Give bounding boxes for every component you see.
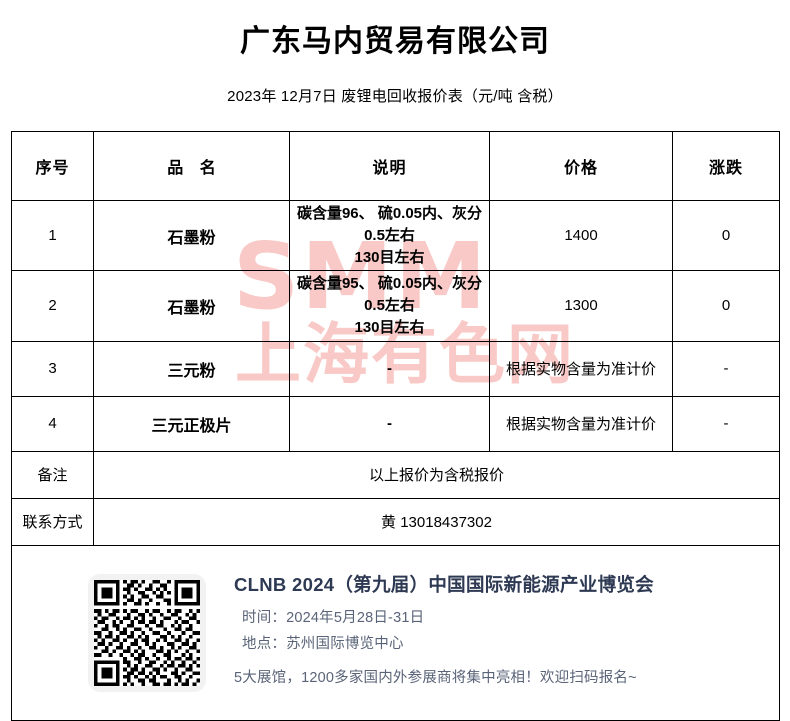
cell-change: -: [672, 340, 780, 397]
cell-index: 1: [11, 199, 94, 272]
column-header-change: 涨跌: [672, 131, 780, 201]
column-header-description: 说明: [289, 131, 490, 201]
page-subtitle: 2023年 12月7日 废锂电回收报价表（元/吨 含税）: [227, 87, 563, 105]
remark-row: 备注 以上报价为含税报价: [11, 450, 780, 499]
cell-change: 0: [672, 270, 780, 342]
cell-change: 0: [672, 199, 780, 272]
table-row: 2 石墨粉 碳含量95、 硫0.05内、灰分0.5左右 130目左右 1300 …: [11, 270, 780, 342]
cell-description: 碳含量96、 硫0.05内、灰分0.5左右 130目左右: [289, 199, 490, 272]
advertisement-cell: CLNB 2024（第九届）中国国际新能源产业博览会 时间：2024年5月28日…: [11, 544, 780, 721]
description-line-1: 碳含量96、 硫0.05内、灰分0.5左右: [296, 205, 483, 244]
description-line-2: 130目左右: [354, 248, 425, 266]
cell-product-name: 三元粉: [93, 340, 290, 397]
cell-product-name: 石墨粉: [93, 270, 290, 342]
table-header: 序号 品 名 说明 价格 涨跌: [11, 131, 780, 201]
advertisement-time: 时间：2024年5月28日-31日: [242, 610, 425, 627]
advertisement-promo: 5大展馆，1200多家国内外参展商将集中亮相！欢迎扫码报名~: [234, 670, 637, 687]
cell-index: 3: [11, 340, 94, 397]
advertisement-place: 地点：苏州国际博览中心: [242, 635, 404, 652]
description-line-2: 130目左右: [354, 318, 425, 336]
quotation-document: 广东马内贸易有限公司 2023年 12月7日 废锂电回收报价表（元/吨 含税） …: [11, 25, 780, 721]
contact-value: 黄 13018437302: [93, 497, 780, 546]
cell-price: 根据实物含量为准计价: [489, 395, 673, 452]
table-row: 1 石墨粉 碳含量96、 硫0.05内、灰分0.5左右 130目左右 1400 …: [11, 199, 780, 272]
advertisement-title: CLNB 2024（第九届）中国国际新能源产业博览会: [234, 574, 654, 596]
cell-change: -: [672, 395, 780, 452]
cell-product-name: 石墨粉: [93, 199, 290, 272]
price-quote-table: 序号 品 名 说明 价格 涨跌 1 石墨粉 碳含量96、 硫0.05内、灰分0.…: [11, 131, 780, 721]
column-header-name: 品 名: [93, 131, 290, 201]
table-row: 3 三元粉 - 根据实物含量为准计价 -: [11, 340, 780, 397]
column-header-price: 价格: [489, 131, 673, 201]
qr-code-icon[interactable]: [88, 573, 206, 692]
qr-code-image: [94, 579, 200, 686]
column-header-index: 序号: [11, 131, 94, 201]
advertisement-text-block: CLNB 2024（第九届）中国国际新能源产业博览会 时间：2024年5月28日…: [232, 573, 775, 691]
cell-price: 根据实物含量为准计价: [489, 340, 673, 397]
cell-index: 4: [11, 395, 94, 452]
description-line-1: 碳含量95、 硫0.05内、灰分0.5左右: [296, 275, 483, 314]
cell-description: -: [289, 340, 490, 397]
cell-price: 1300: [489, 270, 673, 342]
cell-product-name: 三元正极片: [93, 395, 290, 452]
cell-index: 2: [11, 270, 94, 342]
remark-label: 备注: [11, 450, 94, 499]
advertisement-banner: CLNB 2024（第九届）中国国际新能源产业博览会 时间：2024年5月28日…: [16, 548, 775, 718]
contact-label: 联系方式: [11, 497, 94, 546]
cell-description: -: [289, 395, 490, 452]
quote-table-wrapper: SMM 上海有色网 序号 品 名 说明 价格 涨跌 1 石墨粉: [11, 131, 780, 721]
table-row: 4 三元正极片 - 根据实物含量为准计价 -: [11, 395, 780, 452]
cell-description: 碳含量95、 硫0.05内、灰分0.5左右 130目左右: [289, 270, 490, 342]
table-header-row: 序号 品 名 说明 价格 涨跌: [11, 131, 780, 201]
remark-value: 以上报价为含税报价: [93, 450, 780, 499]
contact-row: 联系方式 黄 13018437302: [11, 497, 780, 546]
cell-price: 1400: [489, 199, 673, 272]
page-title: 广东马内贸易有限公司: [240, 25, 550, 58]
table-body: 1 石墨粉 碳含量96、 硫0.05内、灰分0.5左右 130目左右 1400 …: [11, 199, 780, 721]
advertisement-row: CLNB 2024（第九届）中国国际新能源产业博览会 时间：2024年5月28日…: [11, 544, 780, 721]
